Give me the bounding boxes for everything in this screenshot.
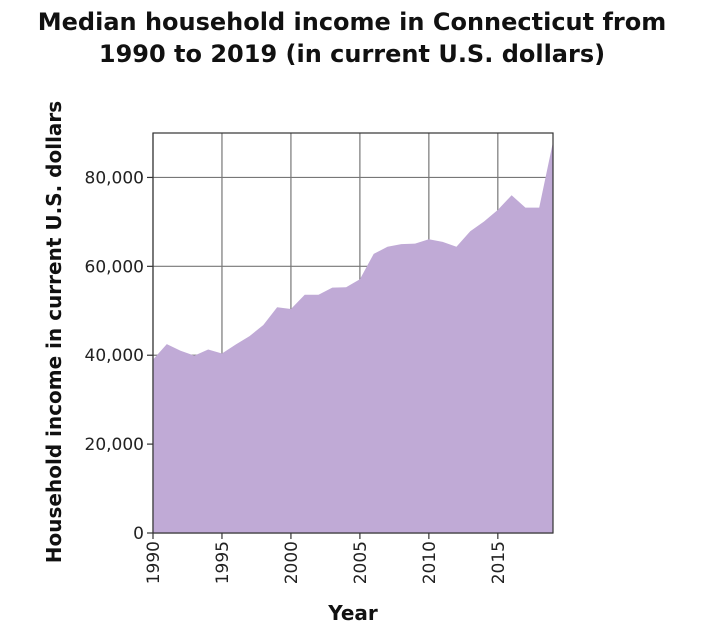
chart-title: Median household income in Connecticut f… [0,6,704,70]
y-axis-title: Household income in current U.S. dollars [42,101,66,563]
x-tick-label: 1990 [144,541,164,584]
y-tick-label: 0 [133,524,144,544]
chart-title-line-2: 1990 to 2019 (in current U.S. dollars) [98,40,606,68]
y-tick-label: 80,000 [85,168,144,188]
x-tick-label: 2015 [489,541,509,584]
x-tick-label: 2010 [420,541,440,584]
y-tick-label: 20,000 [85,435,144,455]
x-axis-ticks: 1990 1995 2000 2005 2010 2015 [144,533,509,584]
plot-frame [152,132,554,534]
y-tick-label: 60,000 [85,257,144,277]
y-axis-ticks: 0 20,000 40,000 60,000 80,000 [85,168,153,544]
y-tick-label: 40,000 [85,346,144,366]
x-tick-label: 1995 [213,541,233,584]
x-axis-title: Year [327,601,378,625]
x-tick-label: 2005 [351,541,371,584]
income-area-series [153,141,553,533]
x-tick-label: 2000 [282,541,302,584]
chart-title-line-1: Median household income in Connecticut f… [37,8,667,36]
